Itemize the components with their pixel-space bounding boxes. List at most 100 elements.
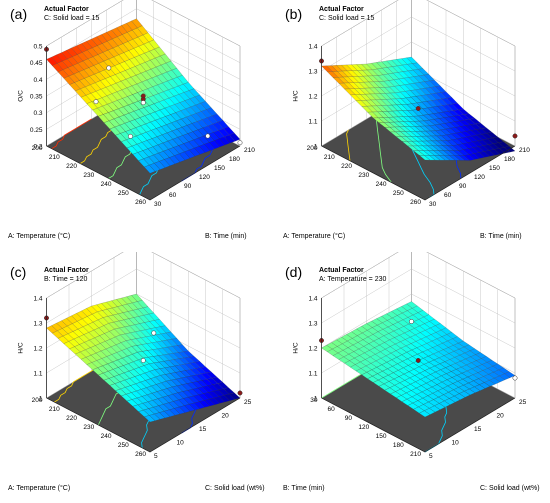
y-axis-title: C: Solid load (wt%) bbox=[205, 485, 265, 492]
x-tick-label: 230 bbox=[83, 172, 94, 179]
design-point bbox=[205, 133, 211, 139]
design-point bbox=[106, 65, 112, 71]
y-tick-label: 5 bbox=[154, 453, 158, 460]
x-tick-label: 200 bbox=[307, 145, 318, 152]
chart-panel-b: 200 210 220 230 240 250 260 30 60 90 120 150 180 210 1… bbox=[275, 0, 550, 251]
y-tick-label: 120 bbox=[474, 174, 485, 181]
x-tick-label: 220 bbox=[66, 415, 77, 422]
z-tick-label: 1.2 bbox=[308, 94, 317, 101]
actual-factor-header-a: Actual Factor C: Solid load = 15 bbox=[44, 5, 99, 23]
z-tick-label: 1.1 bbox=[308, 371, 317, 378]
x-tick-label: 180 bbox=[393, 442, 404, 449]
surface-facet bbox=[418, 155, 431, 161]
x-tick-label: 200 bbox=[32, 397, 43, 404]
x-tick-label: 250 bbox=[393, 190, 404, 197]
y-tick-label: 25 bbox=[519, 399, 527, 406]
chart-svg-d: 30 60 90 120 150 180 210 5 10 15 20 25 1 1.1 1.2 1.3 1.4… bbox=[283, 252, 540, 492]
actual-factor-title-b: Actual Factor bbox=[319, 6, 364, 13]
y-tick-label: 210 bbox=[519, 147, 530, 154]
chart-svg-c: 200 210 220 230 240 250 260 5 10 15 20 25 1 1.1 1.2 1.3… bbox=[8, 252, 265, 492]
y-tick-label: 30 bbox=[429, 201, 437, 208]
chart-svg-b: 200 210 220 230 240 250 260 30 60 90 120 150 180 210 1… bbox=[283, 0, 530, 240]
design-point bbox=[128, 133, 133, 139]
surface-facet bbox=[144, 164, 156, 174]
x-tick-label: 210 bbox=[410, 451, 421, 458]
y-tick-label: 150 bbox=[214, 165, 225, 172]
x-tick-label: 260 bbox=[135, 199, 146, 206]
x-tick-label: 230 bbox=[358, 172, 369, 179]
actual-factor-text-d: A: Temperature = 230 bbox=[319, 276, 387, 283]
y-tick-label: 150 bbox=[489, 165, 500, 172]
panel-label-b: (b) bbox=[285, 6, 303, 22]
design-point bbox=[415, 106, 421, 111]
design-point bbox=[409, 319, 414, 324]
actual-factor-title-a: Actual Factor bbox=[44, 6, 89, 13]
z-tick-label: 0.3 bbox=[33, 110, 42, 117]
y-tick-label: 15 bbox=[474, 426, 482, 433]
y-axis-title: B: Time (min) bbox=[480, 233, 522, 240]
x-tick-label: 60 bbox=[328, 406, 336, 413]
chart-panel-d: 30 60 90 120 150 180 210 5 10 15 20 25 1 1.1 1.2 1.3 1.4… bbox=[275, 252, 550, 503]
actual-factor-text-c: B: Time = 120 bbox=[44, 276, 88, 283]
actual-factor-text-a: C: Solid load = 15 bbox=[44, 15, 100, 22]
actual-factor-text-b: C: Solid load = 15 bbox=[319, 15, 375, 22]
y-tick-label: 90 bbox=[184, 183, 192, 190]
y-tick-label: 180 bbox=[229, 156, 240, 163]
actual-factor-title-d: Actual Factor bbox=[319, 267, 364, 274]
surface-facet bbox=[419, 410, 431, 418]
z-tick-label: 1.4 bbox=[308, 44, 317, 51]
design-point bbox=[151, 330, 157, 336]
actual-factor-header-c: Actual Factor B: Time = 120 bbox=[44, 266, 89, 284]
x-tick-label: 260 bbox=[135, 451, 146, 458]
y-tick-label: 180 bbox=[504, 156, 515, 163]
x-tick-label: 230 bbox=[83, 424, 94, 431]
z-tick-label: 0.45 bbox=[30, 60, 43, 67]
floor-contour bbox=[54, 367, 97, 403]
z-axis-title: O/C bbox=[18, 90, 25, 102]
surface-facet bbox=[144, 415, 156, 423]
z-axis-title: H/C bbox=[18, 342, 25, 354]
z-tick-label: 1.3 bbox=[308, 69, 317, 76]
x-tick-label: 200 bbox=[32, 145, 43, 152]
x-tick-label: 210 bbox=[49, 154, 60, 161]
z-axis-title: H/C bbox=[293, 90, 300, 102]
actual-factor-title-c: Actual Factor bbox=[44, 267, 89, 274]
panel-label-c: (c) bbox=[10, 264, 27, 280]
x-tick-label: 150 bbox=[376, 433, 387, 440]
y-axis-title: B: Time (min) bbox=[205, 233, 247, 240]
z-tick-label: 1.2 bbox=[308, 346, 317, 353]
y-axis-title: C: Solid load (wt%) bbox=[480, 485, 540, 492]
y-tick-label: 5 bbox=[429, 453, 433, 460]
z-axis-title: H/C bbox=[293, 342, 300, 354]
design-point bbox=[415, 358, 421, 363]
z-tick-label: 1.1 bbox=[33, 371, 42, 378]
design-point bbox=[512, 375, 518, 381]
x-tick-label: 220 bbox=[66, 163, 77, 170]
y-tick-label: 25 bbox=[244, 399, 252, 406]
z-tick-label: 1.4 bbox=[308, 296, 317, 303]
design-point bbox=[140, 358, 146, 363]
z-tick-label: 1.3 bbox=[308, 321, 317, 328]
floor-contour bbox=[51, 118, 92, 150]
y-tick-label: 10 bbox=[452, 440, 460, 447]
z-tick-label: 1.4 bbox=[33, 296, 42, 303]
z-tick-label: 1 bbox=[314, 144, 318, 151]
x-tick-label: 240 bbox=[101, 433, 112, 440]
x-tick-label: 250 bbox=[118, 190, 129, 197]
z-tick-label: 1.3 bbox=[33, 321, 42, 328]
actual-factor-header-b: Actual Factor C: Solid load = 15 bbox=[319, 5, 374, 23]
y-tick-label: 10 bbox=[177, 440, 185, 447]
chart-panel-a: 200 210 220 230 240 250 260 30 60 90 120 150 180 210 0… bbox=[0, 0, 275, 251]
z-tick-label: 1.1 bbox=[308, 119, 317, 126]
z-tick-label: 0.35 bbox=[30, 94, 43, 101]
chart-svg-a: 200 210 220 230 240 250 260 30 60 90 120 150 180 210 0… bbox=[8, 0, 255, 240]
y-tick-label: 20 bbox=[497, 413, 505, 420]
x-tick-label: 240 bbox=[101, 181, 112, 188]
z-tick-label: 0.2 bbox=[33, 144, 42, 151]
y-tick-label: 15 bbox=[199, 426, 207, 433]
design-point bbox=[512, 133, 518, 139]
x-tick-label: 120 bbox=[358, 424, 369, 431]
panel-label-d: (d) bbox=[285, 264, 303, 280]
panel-label-a: (a) bbox=[10, 6, 28, 22]
x-tick-label: 90 bbox=[345, 415, 353, 422]
